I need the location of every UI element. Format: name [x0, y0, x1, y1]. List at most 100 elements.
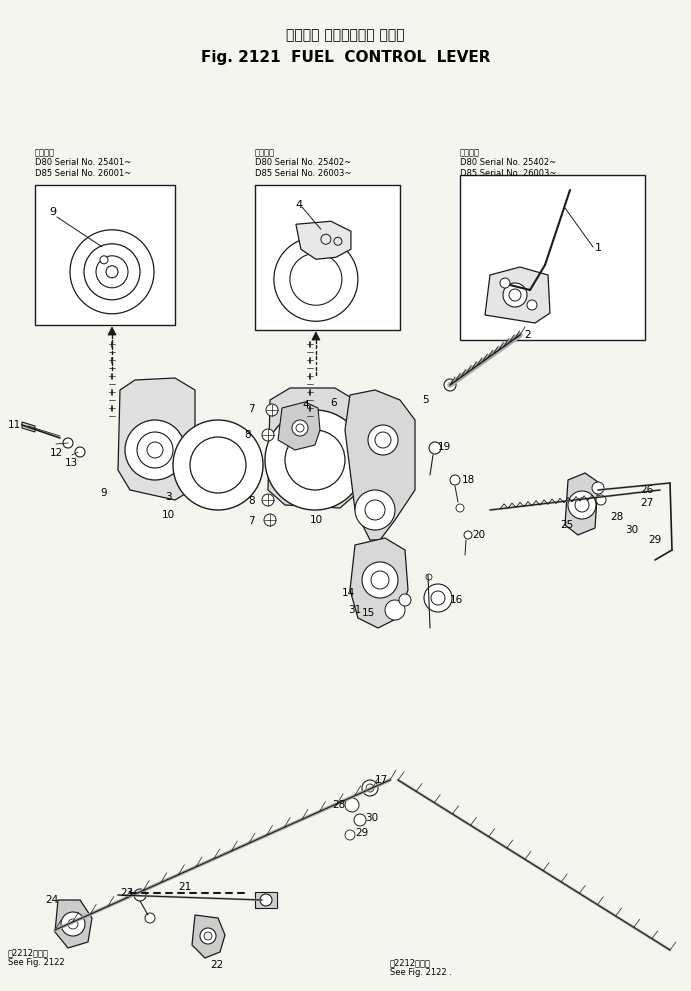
Text: 3: 3 [165, 492, 171, 502]
Text: 18: 18 [462, 475, 475, 485]
Circle shape [456, 504, 464, 512]
Circle shape [274, 237, 358, 321]
Circle shape [464, 531, 472, 539]
Text: 8: 8 [244, 430, 251, 440]
Circle shape [503, 283, 527, 307]
Text: 10: 10 [162, 510, 175, 520]
Polygon shape [350, 538, 408, 628]
Text: 4: 4 [295, 200, 302, 210]
Text: 7: 7 [248, 404, 254, 414]
Circle shape [70, 230, 154, 314]
Circle shape [431, 591, 445, 605]
Text: 5: 5 [422, 395, 428, 405]
Text: 29: 29 [355, 828, 368, 838]
Polygon shape [312, 332, 320, 340]
Polygon shape [55, 900, 92, 948]
Text: 17: 17 [375, 775, 388, 785]
Text: 25: 25 [560, 520, 574, 530]
Text: 28: 28 [332, 800, 346, 810]
Circle shape [84, 244, 140, 300]
Circle shape [365, 500, 385, 520]
Circle shape [262, 429, 274, 441]
Polygon shape [296, 221, 351, 260]
Text: 22: 22 [210, 960, 223, 970]
Circle shape [568, 491, 596, 519]
Circle shape [450, 475, 460, 485]
Circle shape [200, 928, 216, 944]
Text: 10: 10 [310, 515, 323, 525]
Circle shape [355, 490, 395, 530]
Text: 30: 30 [625, 525, 638, 535]
Polygon shape [278, 402, 320, 450]
Text: 2: 2 [524, 330, 531, 340]
Polygon shape [118, 378, 195, 500]
Circle shape [345, 830, 355, 840]
Polygon shape [192, 915, 225, 958]
Circle shape [527, 300, 537, 310]
Circle shape [592, 482, 604, 494]
Circle shape [260, 894, 272, 906]
Text: 第2212図参照
See Fig. 2122 .: 第2212図参照 See Fig. 2122 . [390, 958, 452, 977]
Bar [255, 185, 400, 330]
Circle shape [147, 442, 163, 458]
Circle shape [173, 420, 263, 510]
Text: 7: 7 [248, 516, 254, 526]
Circle shape [296, 424, 304, 432]
Circle shape [371, 571, 389, 589]
Circle shape [399, 594, 411, 606]
Circle shape [63, 438, 73, 448]
Circle shape [596, 495, 606, 505]
Circle shape [345, 798, 359, 812]
Text: 30: 30 [365, 813, 378, 823]
Text: 29: 29 [648, 535, 661, 545]
Text: 20: 20 [472, 530, 485, 540]
Polygon shape [565, 473, 598, 535]
Polygon shape [345, 390, 415, 540]
Text: 1: 1 [595, 243, 602, 253]
Circle shape [362, 780, 378, 796]
Circle shape [285, 430, 345, 490]
Text: 14: 14 [342, 588, 355, 598]
Circle shape [145, 913, 155, 923]
Text: 11: 11 [8, 420, 21, 430]
Circle shape [292, 420, 308, 436]
Text: 第2212図参照
See Fig. 2122: 第2212図参照 See Fig. 2122 [8, 948, 65, 967]
Circle shape [368, 425, 398, 455]
Circle shape [75, 447, 85, 457]
Text: フェエル コントロール レバー: フェエル コントロール レバー [286, 28, 405, 42]
Circle shape [424, 584, 452, 612]
Circle shape [100, 256, 108, 264]
Circle shape [96, 256, 128, 287]
Circle shape [125, 420, 185, 480]
Circle shape [290, 254, 342, 305]
Bar [255, 892, 277, 908]
Circle shape [68, 919, 78, 929]
Circle shape [366, 784, 374, 792]
Circle shape [265, 410, 365, 510]
Text: 28: 28 [610, 512, 623, 522]
Circle shape [375, 432, 391, 448]
Bar [35, 185, 175, 325]
Text: 13: 13 [65, 458, 78, 468]
Text: 6: 6 [330, 398, 337, 408]
Circle shape [190, 437, 246, 493]
Text: 12: 12 [50, 448, 64, 458]
Circle shape [106, 266, 118, 277]
Circle shape [354, 814, 366, 826]
Text: Fig. 2121  FUEL  CONTROL  LEVER: Fig. 2121 FUEL CONTROL LEVER [201, 50, 490, 65]
Circle shape [137, 432, 173, 468]
Bar [460, 175, 645, 340]
Circle shape [204, 932, 212, 940]
Text: 9: 9 [49, 207, 56, 217]
Circle shape [385, 600, 405, 620]
Text: 適用号機
D80 Serial No. 25402~
D85 Serial No. 26003~: 適用号機 D80 Serial No. 25402~ D85 Serial No… [460, 148, 556, 177]
Text: 24: 24 [45, 895, 58, 905]
Circle shape [575, 498, 589, 512]
Text: 31: 31 [348, 605, 361, 615]
Text: 27: 27 [640, 498, 653, 508]
Text: 9: 9 [100, 488, 106, 498]
Text: 26: 26 [640, 485, 653, 495]
Polygon shape [268, 388, 355, 508]
Text: 21: 21 [178, 882, 191, 892]
Text: 8: 8 [248, 496, 254, 506]
